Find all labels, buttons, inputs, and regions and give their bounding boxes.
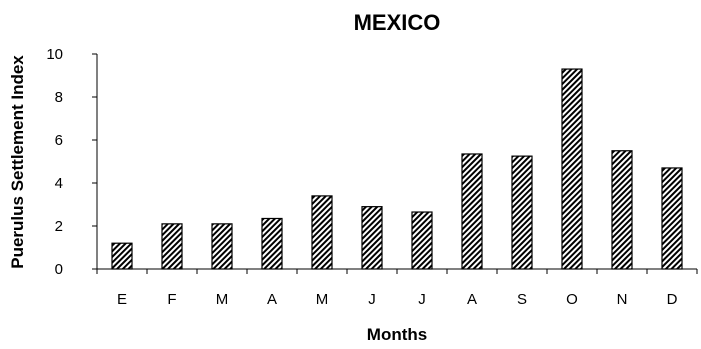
x-tick-label: E — [117, 291, 127, 308]
bar-7 — [411, 211, 433, 270]
bar-10 — [561, 68, 583, 270]
y-tick-label: 8 — [55, 89, 63, 106]
bar-5 — [311, 195, 333, 270]
y-axis-title: Puerulus Settlement Index — [8, 55, 27, 269]
x-tick-label: A — [267, 291, 277, 308]
bar-2 — [161, 223, 183, 270]
y-tick-label: 4 — [55, 175, 63, 192]
x-tick-label: A — [467, 291, 477, 308]
chart-title: MEXICO — [354, 10, 441, 35]
y-tick-label: 10 — [46, 46, 63, 63]
bar-3 — [211, 223, 233, 270]
y-tick-label: 6 — [55, 132, 63, 149]
bar-12 — [661, 167, 683, 270]
x-tick-label: N — [617, 291, 628, 308]
bar-11 — [611, 150, 633, 270]
bar-6 — [361, 206, 383, 270]
bars — [111, 68, 683, 270]
y-tick-label: 2 — [55, 218, 63, 235]
x-tick-label: S — [517, 291, 527, 308]
y-tick-label: 0 — [55, 261, 63, 278]
bar-4 — [261, 217, 283, 270]
x-tick-label: O — [566, 291, 578, 308]
x-tick-label: F — [167, 291, 176, 308]
x-tick-label: M — [316, 291, 329, 308]
bar-8 — [461, 153, 483, 270]
x-tick-label: M — [216, 291, 229, 308]
x-tick-label: J — [368, 291, 376, 308]
x-tick-label: D — [667, 291, 678, 308]
x-tick-label: J — [418, 291, 426, 308]
x-axis-title: Months — [367, 325, 427, 344]
bar-9 — [511, 155, 533, 270]
bar-1 — [111, 242, 133, 270]
y-axis-ticks: 0 2 4 6 8 10 — [46, 46, 97, 278]
